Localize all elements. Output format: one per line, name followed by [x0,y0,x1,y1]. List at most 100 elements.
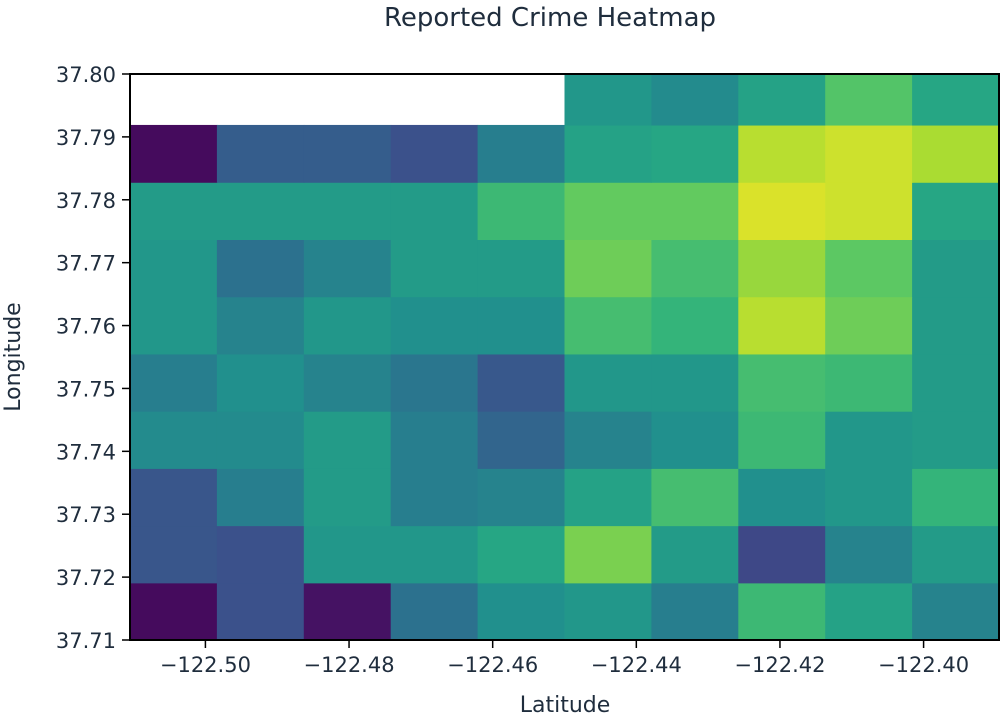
heatmap-cell [825,353,913,412]
x-tick-label: −122.46 [447,653,538,677]
heatmap-cell [825,468,913,527]
heatmap-cell [130,468,218,527]
y-tick-label: 37.75 [56,377,116,401]
heatmap-cell [651,239,739,298]
heatmap-cell [912,239,1000,298]
heatmap-cell [738,525,826,584]
heatmap-cell [912,468,1000,527]
heatmap-cell [912,124,1000,183]
heatmap-cell [825,525,913,584]
x-tick-label: −122.42 [734,653,825,677]
heatmap-cell [564,124,652,183]
heatmap-cell [564,525,652,584]
heatmap-cell [390,296,479,355]
heatmap-cell [303,239,392,298]
heatmap-cell [390,239,479,298]
heatmap-cell [303,182,392,240]
heatmap-cell [130,182,218,240]
heatmap-cell [303,353,392,412]
x-tick-label: −122.50 [160,653,251,677]
y-axis: 37.71 37.72 37.73 37.74 37.75 37.76 37.77 37.78… [56,63,130,653]
y-axis-title: Longitude [1,302,26,411]
heatmap-cell [564,468,652,527]
heatmap-cell [216,525,305,584]
heatmap-cell [912,182,1000,240]
heatmap-cell [390,411,479,469]
y-tick-label: 37.73 [56,503,116,527]
heatmap-cell [390,468,479,527]
heatmap-cell [216,296,305,355]
x-axis: −122.50 −122.48 −122.46 −122.44 −122.42 −122.… [160,640,969,677]
heatmap-cell [216,182,305,240]
heatmap-cell [738,296,826,355]
heatmap-cell [912,353,1000,412]
y-tick-label: 37.78 [56,189,116,213]
heatmap-cell [912,411,1000,469]
x-tick-label: −122.48 [304,653,395,677]
x-tick-label: −122.40 [878,653,969,677]
heatmap-cell [130,124,218,183]
y-tick-label: 37.74 [56,440,116,464]
heatmap-cell [303,468,392,527]
heatmap-cells [130,74,1000,641]
heatmap-cell [912,582,1000,641]
heatmap-cell [564,74,652,126]
heatmap-cell [564,411,652,469]
x-tick-label: −122.44 [591,653,682,677]
heatmap-cell [130,353,218,412]
heatmap-cell [216,468,305,527]
heatmap-cell [651,582,739,641]
heatmap-cell [564,582,652,641]
heatmap-cell [390,124,479,183]
heatmap-cell [390,182,479,240]
heatmap-cell [738,74,826,126]
plot-frame [129,73,1000,641]
heatmap-cell [825,411,913,469]
heatmap-cell [303,124,392,183]
heatmap-cell [825,182,913,240]
heatmap-cell [738,468,826,527]
heatmap-cell [303,525,392,584]
heatmap-cell [303,296,392,355]
heatmap-cell [130,411,218,469]
y-tick-label: 37.76 [56,315,116,339]
heatmap-cell [477,124,566,183]
heatmap-cell [130,525,218,584]
heatmap-cell [477,353,566,412]
heatmap-cell [130,296,218,355]
heatmap-cell [651,468,739,527]
y-tick-label: 37.72 [56,566,116,590]
heatmap-cell [564,239,652,298]
heatmap-cell [738,182,826,240]
heatmap-cell [651,182,739,240]
heatmap-cell [651,74,739,126]
heatmap-cell [825,74,913,126]
heatmap-cell [651,124,739,183]
heatmap-cell [912,296,1000,355]
heatmap-cell [477,411,566,469]
heatmap-cell [564,182,652,240]
heatmap-cell [477,525,566,584]
heatmap-cell [825,124,913,183]
x-axis-title: Latitude [520,693,611,716]
heatmap-cell [651,296,739,355]
heatmap-cell [216,353,305,412]
heatmap-cell [477,182,566,240]
heatmap-cell [738,411,826,469]
heatmap-cell [825,239,913,298]
heatmap-cell [303,582,392,641]
heatmap-cell [477,468,566,527]
heatmap-cell [564,353,652,412]
heatmap-cell [390,582,479,641]
heatmap-cell [216,239,305,298]
heatmap-cell [216,124,305,183]
heatmap-cell [216,411,305,469]
heatmap-cell [825,582,913,641]
heatmap-cell [738,239,826,298]
chart-title: Reported Crime Heatmap [384,3,716,33]
heatmap-cell [912,525,1000,584]
heatmap-cell [651,411,739,469]
heatmap-cell [825,296,913,355]
